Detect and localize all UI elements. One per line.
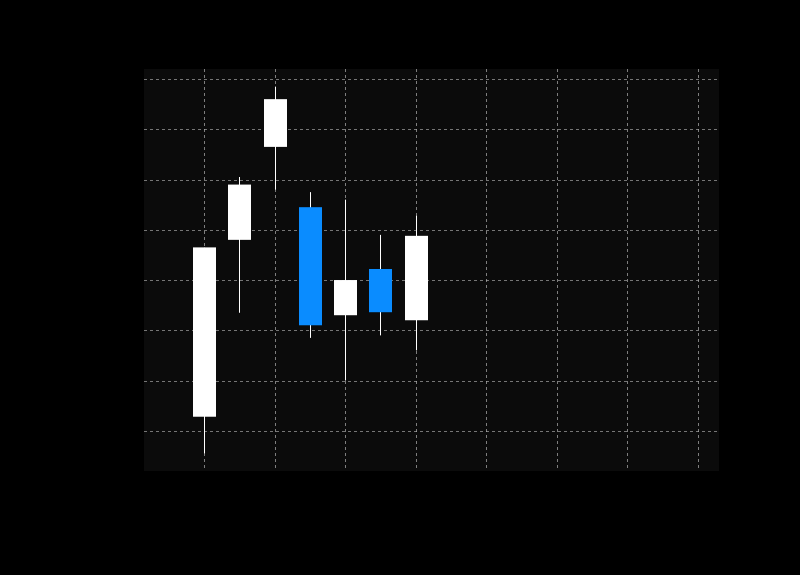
candle-body bbox=[228, 184, 251, 240]
candle bbox=[369, 234, 392, 336]
candle-body bbox=[264, 99, 287, 147]
candle bbox=[334, 199, 357, 381]
candle-body bbox=[299, 207, 322, 326]
candle-body bbox=[369, 268, 392, 313]
candle bbox=[299, 192, 322, 338]
candle-body bbox=[334, 280, 357, 316]
candle bbox=[193, 247, 216, 454]
candle-body bbox=[405, 235, 428, 321]
candle bbox=[228, 177, 251, 313]
candle bbox=[264, 86, 287, 190]
candle bbox=[405, 215, 428, 351]
candle-body bbox=[193, 247, 216, 417]
candles-layer bbox=[193, 86, 428, 454]
